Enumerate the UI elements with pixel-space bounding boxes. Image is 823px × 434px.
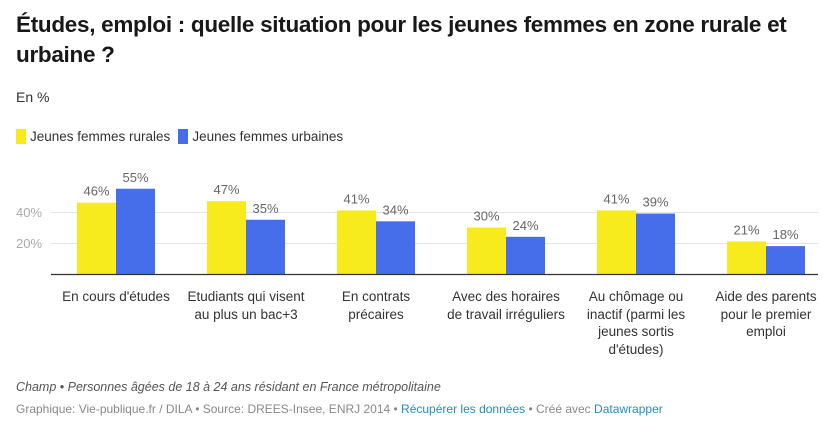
value-label: 47% <box>213 182 239 197</box>
gridlines <box>51 212 818 244</box>
value-label: 39% <box>642 195 668 210</box>
value-label: 24% <box>512 218 538 233</box>
bar <box>207 201 246 274</box>
legend-item-urbaines: Jeunes femmes urbaines <box>178 129 343 144</box>
footer-source: Graphique: Vie-publique.fr / DILA • Sour… <box>16 402 663 416</box>
bar <box>116 188 155 274</box>
category-label: En cours d'études <box>62 289 170 304</box>
value-label: 35% <box>252 201 278 216</box>
value-label: 34% <box>382 202 408 217</box>
bar <box>506 236 545 274</box>
bar <box>337 210 376 274</box>
legend-swatch-urbaines <box>178 129 189 144</box>
category-label: Au chômage ou inactif (parmi les jeunes … <box>586 289 686 357</box>
bar <box>766 246 805 274</box>
value-label: 21% <box>733 222 759 237</box>
bar <box>77 202 116 274</box>
legend-item-rurales: Jeunes femmes rurales <box>16 129 170 144</box>
value-label: 41% <box>343 191 369 206</box>
bar <box>246 219 285 274</box>
value-label: 46% <box>83 184 109 199</box>
bar <box>376 221 415 274</box>
category-label: Avec des horaires de travail irréguliers <box>447 289 565 322</box>
bars <box>77 188 805 274</box>
bar <box>727 241 766 274</box>
value-labels: 46% 55% 47% 35% 41% 34% 30% 24% 41% 39% 21% 18% <box>83 170 798 242</box>
legend-label-urbaines: Jeunes femmes urbaines <box>192 129 344 144</box>
legend: Jeunes femmes rurales Jeunes femmes urba… <box>16 129 351 144</box>
value-label: 41% <box>603 191 629 206</box>
value-label: 30% <box>473 209 499 224</box>
chart-title: Études, emploi : quelle situation pour l… <box>16 12 787 67</box>
legend-label-rurales: Jeunes femmes rurales <box>30 129 171 144</box>
download-data-link[interactable]: Récupérer les données <box>401 402 526 416</box>
footer-note: Champ • Personnes âgées de 18 à 24 ans r… <box>16 380 441 394</box>
bar <box>597 210 636 274</box>
y-tick-label: 40% <box>16 205 42 220</box>
y-axis-ticks: 20% 40% <box>16 205 42 251</box>
bar <box>636 213 675 274</box>
bar-chart: 20% 40% 46% 55% 47% 35% 41% 34% 30% 24% 41% 39% 21%… <box>16 170 818 276</box>
category-label: Aide des parents pour le premier emploi <box>715 289 817 339</box>
value-label: 18% <box>772 227 798 242</box>
source-text: Graphique: Vie-publique.fr / DILA • Sour… <box>16 402 402 416</box>
category-label: Etudiants qui visent au plus un bac+3 <box>187 289 305 322</box>
legend-swatch-rurales <box>16 129 26 144</box>
bar <box>467 227 506 274</box>
chart-subtitle: En % <box>16 89 50 105</box>
made-with-text: • Créé avec <box>525 402 595 416</box>
datawrapper-link[interactable]: Datawrapper <box>594 402 663 416</box>
category-label: En contrats précaires <box>341 289 411 322</box>
value-label: 55% <box>122 170 148 185</box>
y-tick-label: 20% <box>16 236 42 251</box>
